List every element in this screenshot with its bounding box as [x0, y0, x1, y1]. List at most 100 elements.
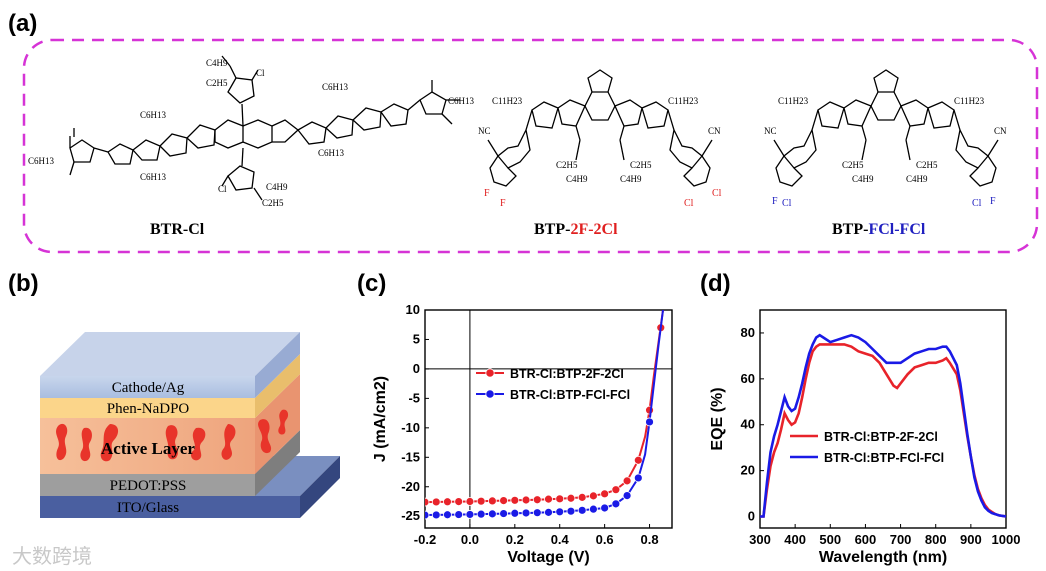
series-marker-0	[600, 489, 610, 499]
atom-label: C2H5	[206, 78, 228, 88]
series-marker-0	[431, 497, 441, 507]
cathode-layer	[40, 376, 255, 398]
atom-label: F	[990, 196, 996, 207]
y-tick-label: -5	[408, 390, 420, 405]
x-tick-label: 700	[890, 532, 912, 547]
phen-layer	[40, 398, 255, 418]
series-marker-1	[532, 508, 542, 518]
x-tick-label: -0.2	[414, 532, 436, 547]
atom-label: NC	[764, 126, 777, 136]
active-domains	[56, 409, 289, 462]
atom-label: F	[500, 198, 506, 209]
series-marker-0	[476, 496, 486, 506]
btp-2f-2cl-label-suffix: 2F-2Cl	[570, 221, 618, 238]
series-marker-0	[555, 494, 565, 504]
y-tick-label: 5	[413, 331, 420, 346]
btp-2f-2cl-label-prefix: BTP-	[534, 221, 570, 238]
ito-side-face	[300, 456, 340, 518]
series-marker-1	[577, 505, 587, 515]
atom-label: Cl	[218, 184, 227, 194]
jv-chart: -0.2 0.0 0.2 0.4 0.6 0.8 10 5 0 -5 -10 -15 -20 -25 Vol…	[372, 302, 673, 566]
x-tick-label: 0.2	[506, 532, 524, 547]
atom-label: Cl	[782, 198, 792, 209]
x-tick-label: 300	[749, 532, 771, 547]
btp-fcl-fcl-structure	[773, 69, 999, 187]
series-marker-0	[577, 492, 587, 502]
atom-label: C11H23	[778, 96, 809, 106]
series-marker-0	[532, 495, 542, 505]
atom-label: C4H9	[620, 174, 642, 184]
series-marker-1	[510, 508, 520, 518]
phen-side-face	[255, 354, 300, 418]
y-tick-label: 80	[741, 325, 755, 340]
atom-label: C4H9	[266, 182, 288, 192]
cathode-top-face	[40, 332, 300, 376]
x-tick-label: 0.4	[551, 532, 570, 547]
series-line-1	[760, 333, 1006, 518]
btp-fcl-fcl-label: BTP-FCl-FCl	[832, 221, 926, 238]
series-marker-0	[487, 496, 497, 506]
series-marker-0	[521, 495, 531, 505]
atom-label: C11H23	[668, 96, 699, 106]
plot-frame	[759, 309, 1007, 529]
btp-2f-2cl-structure	[487, 69, 713, 187]
x-tick-label: 800	[925, 532, 947, 547]
series-marker-1	[487, 509, 497, 519]
series-marker-0	[443, 497, 452, 507]
legend-marker	[485, 368, 495, 378]
series-marker-0	[633, 455, 643, 465]
atom-label: C6H13	[28, 156, 55, 166]
y-tick-label: 40	[741, 417, 755, 432]
ito-layer	[40, 496, 300, 518]
x-tick-label: 500	[819, 532, 841, 547]
atom-label: C6H13	[322, 82, 349, 92]
series-marker-0	[499, 496, 508, 506]
layer-label-active: Active Layer	[101, 439, 195, 458]
panel-label-d: (d)	[700, 270, 731, 297]
legend-label: BTR-Cl:BTP-2F-2Cl	[510, 367, 624, 381]
atom-label: C2H5	[842, 160, 864, 170]
atom-label: C2H5	[262, 198, 284, 208]
y-tick-label: -20	[401, 479, 420, 494]
layer-label-ito: ITO/Glass	[117, 500, 179, 516]
atom-label: CN	[708, 126, 721, 136]
x-tick-label: 1000	[992, 532, 1021, 547]
legend-label: BTR-Cl:BTP-FCl-FCl	[510, 388, 630, 402]
panel-label-a: (a)	[8, 10, 38, 37]
series-marker-1	[645, 417, 654, 427]
legend-label: BTR-Cl:BTP-FCl-FCl	[824, 451, 944, 465]
series-marker-0	[566, 493, 576, 503]
y-axis-label: EQE (%)	[709, 387, 726, 450]
atom-label: C6H13	[140, 172, 167, 182]
watermark-text: 大数跨境	[12, 544, 92, 568]
pedot-side-face	[255, 430, 300, 496]
layer-label-phen: Phen-NaDPO	[107, 401, 190, 417]
x-tick-label: 0.0	[461, 532, 479, 547]
x-axis-label: Wavelength (nm)	[819, 549, 947, 566]
series-marker-1	[555, 507, 565, 517]
series-marker-1	[499, 509, 508, 518]
atom-label: Cl	[684, 198, 694, 209]
active-layer	[40, 418, 255, 474]
series-marker-1	[544, 507, 553, 517]
series-marker-1	[600, 503, 610, 513]
series-marker-1	[633, 473, 643, 483]
atom-label: Cl	[972, 198, 982, 209]
btp-fcl-fcl-label-prefix: BTP-	[832, 221, 868, 238]
y-tick-label: 0	[748, 509, 755, 524]
eqe-chart: 300 400 500 600 700 800 900 1000 0 20 40 60 80 Wavele…	[709, 309, 1021, 566]
atom-label: C6H13	[140, 110, 167, 120]
series-line-0	[425, 310, 664, 504]
x-tick-label: 0.6	[596, 532, 614, 547]
series-marker-0	[425, 497, 430, 507]
btr-cl-label: BTR-Cl	[150, 221, 205, 238]
series-marker-1	[454, 510, 464, 519]
series-marker-1	[521, 508, 531, 518]
atom-label: C2H5	[630, 160, 652, 170]
y-tick-label: -10	[401, 420, 420, 435]
series-marker-1	[611, 499, 621, 509]
legend-label: BTR-Cl:BTP-2F-2Cl	[824, 430, 938, 444]
y-tick-label: -25	[401, 508, 420, 523]
series-marker-1	[431, 510, 441, 520]
atom-label: F	[484, 188, 490, 199]
